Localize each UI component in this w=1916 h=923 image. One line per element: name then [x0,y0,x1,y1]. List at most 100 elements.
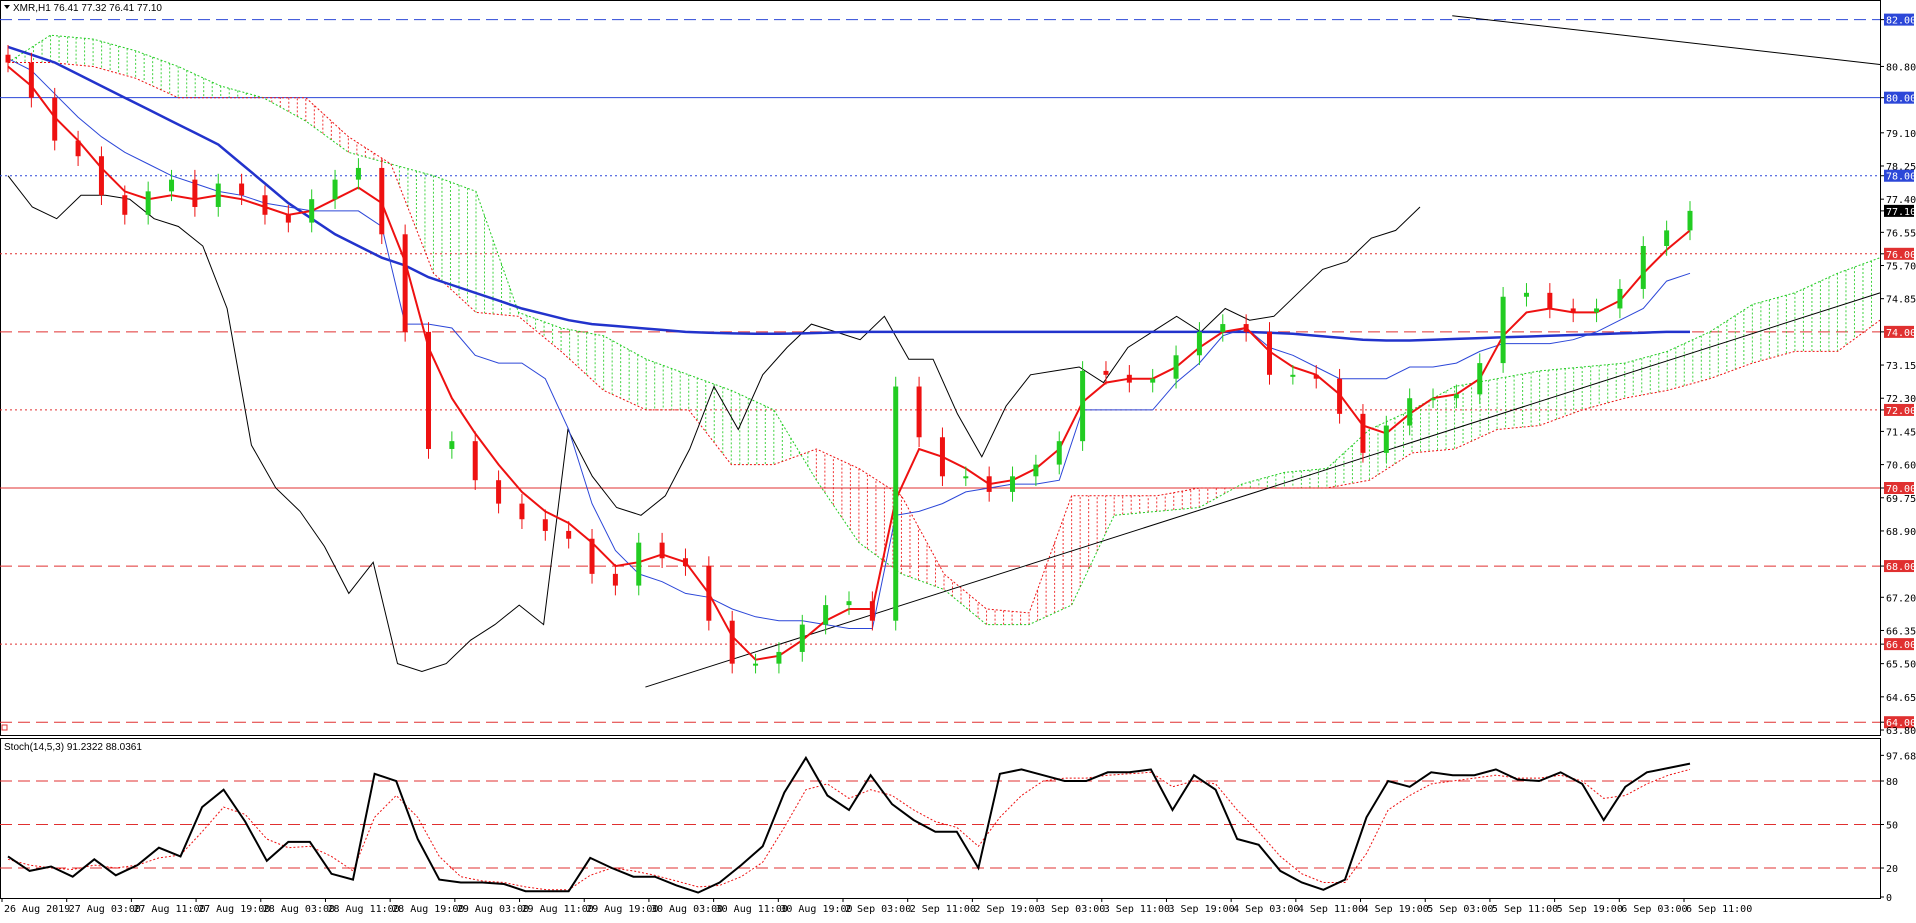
price-label-77.40: 77.40 [1886,195,1916,206]
price-label-box [1884,482,1914,494]
time-label-0: 26 Aug 2019 [4,904,70,915]
time-label-7: 29 Aug 03:00 [457,904,529,915]
time-label-15: 2 Sep 19:00 [974,904,1040,915]
candle-body [1383,425,1389,453]
candle-body [52,97,58,141]
price-label-78.00: 78.00 [1886,172,1916,183]
candle-body [1617,288,1623,309]
candle-body [1360,413,1366,453]
time-label-22: 5 Sep 03:00 [1427,904,1493,915]
price-label-70.00: 70.00 [1886,484,1916,495]
senkou-a-line [7,34,1881,626]
candle-body [215,183,221,207]
time-label-24: 5 Sep 19:00 [1557,904,1623,915]
scroll-marker-icon[interactable] [1,724,8,731]
candle-body [1290,374,1296,377]
time-label-11: 30 Aug 11:00 [716,904,788,915]
candle-body [1010,476,1016,492]
stoch-label-97.688: 97.688 [1886,751,1916,762]
candle-body [1080,370,1086,442]
slow-ma-line [7,45,1690,342]
candle-body [285,214,291,223]
time-label-1: 27 Aug 03:00 [69,904,141,915]
trendline-0 [645,292,1881,688]
candle-body [449,441,455,449]
collapse-icon[interactable] [4,5,10,9]
candle-body [192,179,198,207]
stoch-main-line [7,755,1691,894]
main-header: XMR,H1 76.41 77.32 76.41 77.10 [13,3,162,14]
stoch-signal-line [7,768,1691,891]
candle-body [636,542,642,586]
candle-body [309,199,315,223]
trendlines [645,15,1881,688]
stoch-label-80: 80 [1886,777,1898,788]
candle-body [729,620,735,664]
candle-body [1126,374,1132,383]
price-label-82.00: 82.00 [1886,16,1916,27]
candle-body [122,195,128,215]
candle-body [402,234,408,332]
candle-body [98,156,104,196]
time-label-19: 4 Sep 03:00 [1233,904,1299,915]
candle-body [682,558,688,567]
price-label-79.10: 79.10 [1886,129,1916,140]
candle-body [612,573,618,586]
time-label-17: 3 Sep 11:00 [1104,904,1170,915]
price-label-78.25: 78.25 [1886,162,1916,173]
price-label-68.00: 68.00 [1886,562,1916,573]
candle-body [355,167,361,180]
time-label-21: 4 Sep 19:00 [1363,904,1429,915]
time-label-20: 4 Sep 11:00 [1298,904,1364,915]
candle-body [5,54,11,63]
candle-body [1243,324,1249,332]
candle-body [1500,296,1506,364]
price-label-64.00: 64.00 [1886,718,1916,729]
fast-ma-line [7,65,1691,661]
candle-body [1103,370,1109,375]
candle-body [1267,331,1272,375]
time-label-9: 29 Aug 19:00 [586,904,658,915]
price-label-77.10: 77.10 [1886,207,1916,218]
candle-body [846,601,852,606]
time-label-10: 30 Aug 03:00 [651,904,723,915]
candle-body [1407,398,1413,426]
candle-body [589,538,595,574]
candle-body [753,663,759,666]
kijun-line [7,58,1691,629]
stoch-header: Stoch(14,5,3) 91.2322 88.0361 [4,742,142,753]
candle-body [75,140,81,157]
price-label-76.00: 76.00 [1886,250,1916,261]
candle-body [893,386,899,621]
indicator-lines [7,45,1691,673]
candlesticks [5,44,1693,674]
price-label-74.00: 74.00 [1886,328,1916,339]
candle-body [1033,464,1039,477]
price-label-74.85: 74.85 [1886,295,1916,306]
price-label-66.35: 66.35 [1886,626,1916,637]
candle-body [472,441,478,481]
candle-body [145,191,151,215]
candle-body [1056,441,1062,465]
stoch-label-50: 50 [1886,821,1898,832]
candle-body [239,183,245,196]
candle-body [869,601,875,621]
price-label-65.50: 65.50 [1886,660,1916,671]
stoch-label-20: 20 [1886,864,1898,875]
price-label-80.80: 80.80 [1886,62,1916,73]
ichimoku-cloud [7,34,1881,626]
candle-body [496,480,502,504]
stoch-label-0: 0 [1886,893,1892,904]
price-label-64.65: 64.65 [1886,693,1916,704]
time-label-2: 27 Aug 11:00 [133,904,205,915]
candle-body [799,624,805,652]
senkou-b-line [8,62,1881,614]
candle-body [426,331,431,449]
price-label-73.15: 73.15 [1886,361,1916,372]
price-label-box [1884,638,1914,651]
time-label-14: 2 Sep 11:00 [910,904,976,915]
trendline-1 [1452,15,1881,65]
